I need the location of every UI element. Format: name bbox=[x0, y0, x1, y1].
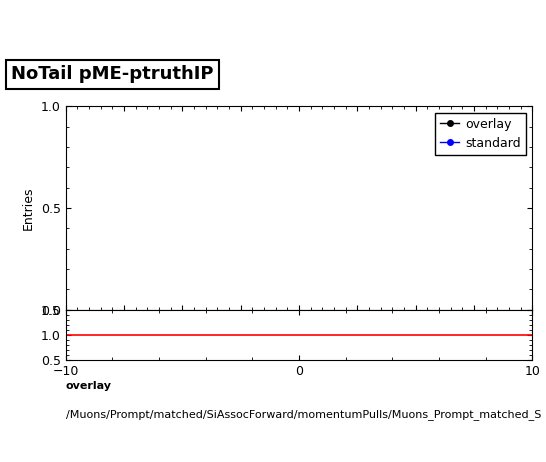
Legend: overlay, standard: overlay, standard bbox=[436, 113, 526, 155]
Y-axis label: Entries: Entries bbox=[22, 186, 35, 230]
Text: NoTail pME-ptruthIP: NoTail pME-ptruthIP bbox=[11, 65, 213, 83]
Text: /Muons/Prompt/matched/SiAssocForward/momentumPulls/Muons_Prompt_matched_S: /Muons/Prompt/matched/SiAssocForward/mom… bbox=[66, 409, 541, 420]
Text: overlay: overlay bbox=[66, 381, 111, 391]
